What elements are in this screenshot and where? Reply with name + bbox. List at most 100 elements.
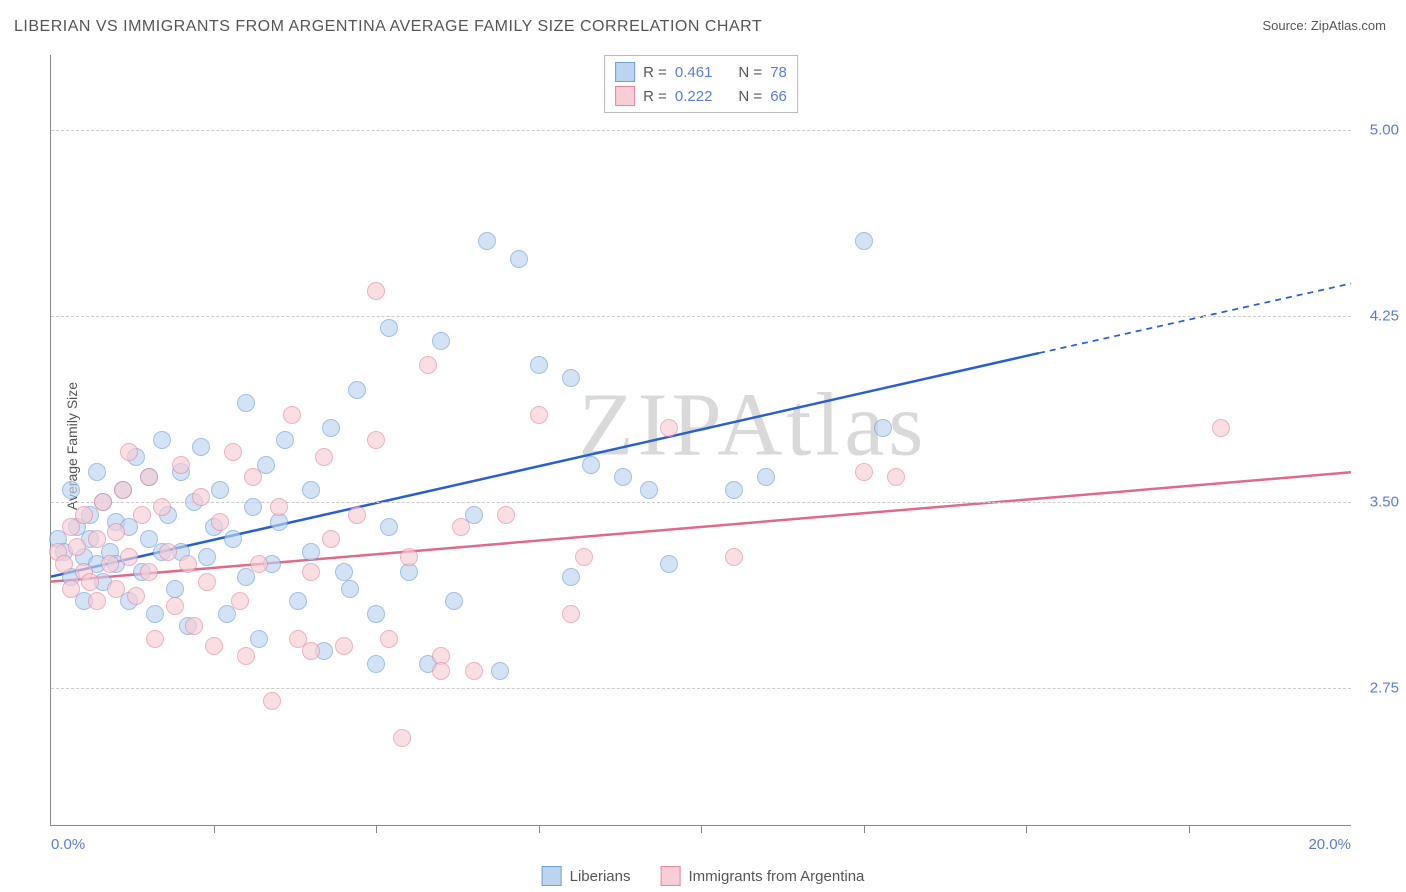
scatter-point [192, 438, 210, 456]
scatter-point [322, 530, 340, 548]
scatter-point [179, 555, 197, 573]
chart-plot-area: ZIPAtlas R = 0.461 N = 78 R = 0.222 N = … [50, 55, 1351, 826]
scatter-point [465, 662, 483, 680]
scatter-point [127, 587, 145, 605]
series-swatch [542, 866, 562, 886]
scatter-point [211, 481, 229, 499]
x-tick-mark [214, 825, 215, 833]
scatter-point [335, 637, 353, 655]
scatter-point [497, 506, 515, 524]
scatter-point [757, 468, 775, 486]
scatter-point [107, 523, 125, 541]
scatter-point [153, 431, 171, 449]
gridline [51, 688, 1351, 689]
trend-line [1039, 284, 1351, 354]
scatter-point [380, 319, 398, 337]
source-link[interactable]: ZipAtlas.com [1311, 18, 1386, 33]
scatter-point [185, 617, 203, 635]
series-swatch [615, 62, 635, 82]
source-prefix: Source: [1262, 18, 1310, 33]
scatter-point [94, 493, 112, 511]
scatter-point [887, 468, 905, 486]
scatter-point [341, 580, 359, 598]
scatter-point [88, 592, 106, 610]
r-value: 0.222 [675, 88, 713, 105]
legend-item: Immigrants from Argentina [660, 866, 864, 886]
scatter-point [166, 597, 184, 615]
scatter-point [302, 642, 320, 660]
scatter-point [367, 431, 385, 449]
scatter-point [107, 580, 125, 598]
scatter-point [855, 232, 873, 250]
scatter-point [478, 232, 496, 250]
y-tick-label: 2.75 [1355, 680, 1399, 697]
trend-line [51, 353, 1039, 577]
scatter-point [725, 548, 743, 566]
scatter-point [101, 555, 119, 573]
scatter-point [348, 381, 366, 399]
scatter-point [198, 573, 216, 591]
scatter-point [562, 369, 580, 387]
scatter-point [393, 729, 411, 747]
scatter-point [445, 592, 463, 610]
scatter-point [192, 488, 210, 506]
scatter-point [237, 394, 255, 412]
n-value: 66 [770, 88, 787, 105]
scatter-point [146, 605, 164, 623]
n-value: 78 [770, 64, 787, 81]
x-tick-mark [1026, 825, 1027, 833]
scatter-point [224, 443, 242, 461]
scatter-point [530, 356, 548, 374]
scatter-point [419, 356, 437, 374]
scatter-point [562, 568, 580, 586]
scatter-point [62, 481, 80, 499]
scatter-point [582, 456, 600, 474]
series-label: Liberians [570, 868, 631, 885]
scatter-point [263, 692, 281, 710]
scatter-point [88, 463, 106, 481]
scatter-point [452, 518, 470, 536]
scatter-point [172, 456, 190, 474]
scatter-point [660, 555, 678, 573]
legend-item: Liberians [542, 866, 631, 886]
scatter-point [120, 548, 138, 566]
r-value: 0.461 [675, 64, 713, 81]
r-label: R = [643, 64, 667, 81]
scatter-point [244, 468, 262, 486]
scatter-point [660, 419, 678, 437]
scatter-point [302, 481, 320, 499]
scatter-point [380, 630, 398, 648]
series-legend: Liberians Immigrants from Argentina [542, 866, 865, 886]
gridline [51, 316, 1351, 317]
scatter-point [322, 419, 340, 437]
scatter-point [302, 563, 320, 581]
scatter-point [244, 498, 262, 516]
correlation-legend-row: R = 0.222 N = 66 [615, 84, 787, 108]
scatter-point [335, 563, 353, 581]
scatter-point [289, 592, 307, 610]
correlation-legend-row: R = 0.461 N = 78 [615, 60, 787, 84]
scatter-point [315, 448, 333, 466]
scatter-point [367, 655, 385, 673]
series-label: Immigrants from Argentina [688, 868, 864, 885]
scatter-point [491, 662, 509, 680]
scatter-point [81, 573, 99, 591]
gridline [51, 130, 1351, 131]
scatter-point [270, 498, 288, 516]
source-credit: Source: ZipAtlas.com [1262, 18, 1386, 33]
scatter-point [120, 443, 138, 461]
scatter-point [400, 548, 418, 566]
scatter-point [62, 580, 80, 598]
scatter-point [348, 506, 366, 524]
y-tick-label: 3.50 [1355, 494, 1399, 511]
scatter-point [530, 406, 548, 424]
scatter-point [237, 647, 255, 665]
n-label: N = [738, 88, 762, 105]
scatter-point [1212, 419, 1230, 437]
scatter-point [153, 498, 171, 516]
chart-title: LIBERIAN VS IMMIGRANTS FROM ARGENTINA AV… [14, 18, 762, 36]
x-tick-label: 0.0% [51, 836, 85, 853]
scatter-point [140, 468, 158, 486]
series-swatch [615, 86, 635, 106]
scatter-point [874, 419, 892, 437]
